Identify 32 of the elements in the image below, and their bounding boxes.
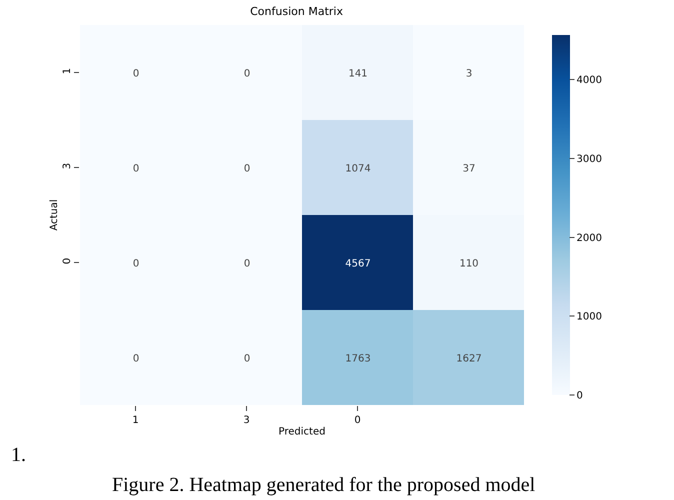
data-label: 110 — [459, 258, 479, 270]
color-bar-label: 3000 — [576, 154, 602, 166]
y-axis-title: Actual — [49, 199, 60, 231]
data-label: 0 — [244, 258, 250, 270]
color-bar-label: 2000 — [576, 232, 602, 244]
color-bar-label: 4000 — [576, 75, 602, 86]
data-label: 0 — [244, 164, 250, 174]
x-tick-label: 3 — [243, 415, 250, 426]
text: 1. — [11, 444, 26, 466]
x-tick-label: 0 — [354, 415, 361, 426]
data-label: 1763 — [345, 354, 371, 364]
y-tick-label: 3 — [62, 162, 73, 170]
y-tick-label: 1 — [62, 68, 73, 74]
data-label: 0 — [132, 164, 140, 174]
data-label: 0 — [244, 68, 250, 80]
caption: Figure 2. Heatmap generated for the proposed model — [112, 474, 536, 496]
y-tick-label: 0 — [62, 258, 73, 264]
data-label: 1627 — [456, 354, 482, 364]
data-label: 0 — [244, 354, 250, 364]
data-label: 0 — [132, 68, 140, 80]
data-label: 0 — [132, 258, 140, 270]
data-label: 4567 — [345, 258, 371, 270]
x-axis-title: Predicted — [278, 426, 326, 438]
data-label: 1074 — [345, 164, 371, 174]
x-tick-label: 1 — [132, 415, 139, 426]
color-bar-label: 0 — [576, 390, 583, 402]
color-bar-label: 1000 — [576, 312, 602, 323]
data-label: 3 — [466, 68, 472, 80]
data-label: 0 — [132, 354, 140, 364]
data-label: 141 — [348, 68, 368, 80]
data-label: 37 — [462, 164, 476, 174]
chart-title: Confusion Matrix — [250, 5, 344, 18]
